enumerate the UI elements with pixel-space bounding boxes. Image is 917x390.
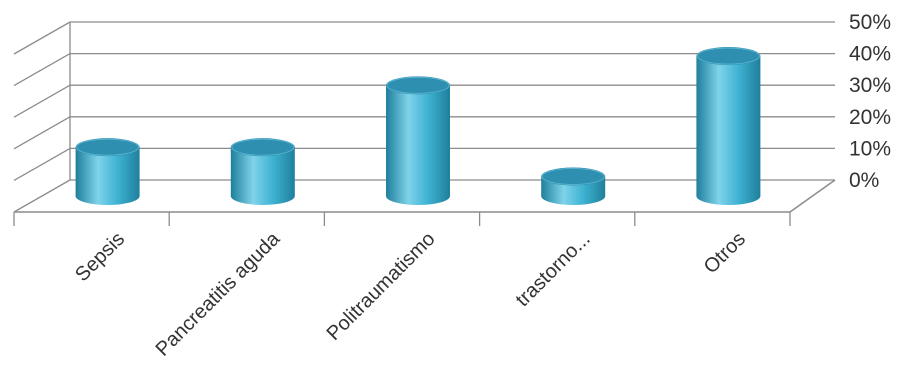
bar (230, 138, 295, 205)
gridline-side-0 (13, 179, 71, 213)
gridline-side-3 (13, 84, 71, 118)
floor-right-edge (789, 179, 836, 213)
bar (696, 47, 761, 206)
x-category-label: Sepsis (71, 228, 129, 286)
bar (541, 167, 606, 205)
y-tick-label: 30% (849, 74, 891, 97)
x-category-label: Otros (700, 228, 750, 278)
bar-body (696, 56, 761, 206)
y-axis-ticks: 0% 10% 20% 30% 40% 50% (849, 11, 891, 192)
bar-top-rim (231, 138, 295, 156)
bar (75, 138, 140, 205)
gridline-side-5 (13, 21, 71, 55)
y-tick-label: 40% (849, 43, 891, 66)
x-category-label: Politraumatismo (323, 228, 440, 345)
y-tick-label: 20% (849, 106, 891, 129)
y-tick-label: 0% (849, 169, 879, 192)
bar-body (386, 85, 450, 205)
bar-layer (75, 47, 761, 206)
gridline-side-2 (13, 116, 71, 150)
bar (386, 76, 450, 205)
bar-body (230, 147, 295, 205)
gridline-side-1 (13, 147, 71, 181)
x-category-label: Pancreatitis aguda (152, 227, 285, 360)
bar-top-rim (541, 168, 605, 185)
grid-layer (13, 21, 836, 226)
x-category-label: trastorno... (512, 228, 595, 311)
gridline-side-4 (13, 53, 71, 87)
bar-top (386, 76, 450, 95)
bar-body (75, 147, 140, 205)
x-axis-categories: Sepsis Pancreatitis aguda Politraumatismo t… (71, 227, 750, 360)
bar-top (696, 47, 761, 66)
y-tick-label: 10% (849, 137, 891, 160)
y-tick-label: 50% (849, 11, 891, 34)
bar-top-rim (697, 47, 760, 65)
bar-top (230, 138, 295, 157)
bar-top-rim (386, 76, 450, 94)
bar-top (541, 167, 606, 186)
bar-top-rim (76, 138, 139, 156)
bar-top (75, 138, 140, 157)
